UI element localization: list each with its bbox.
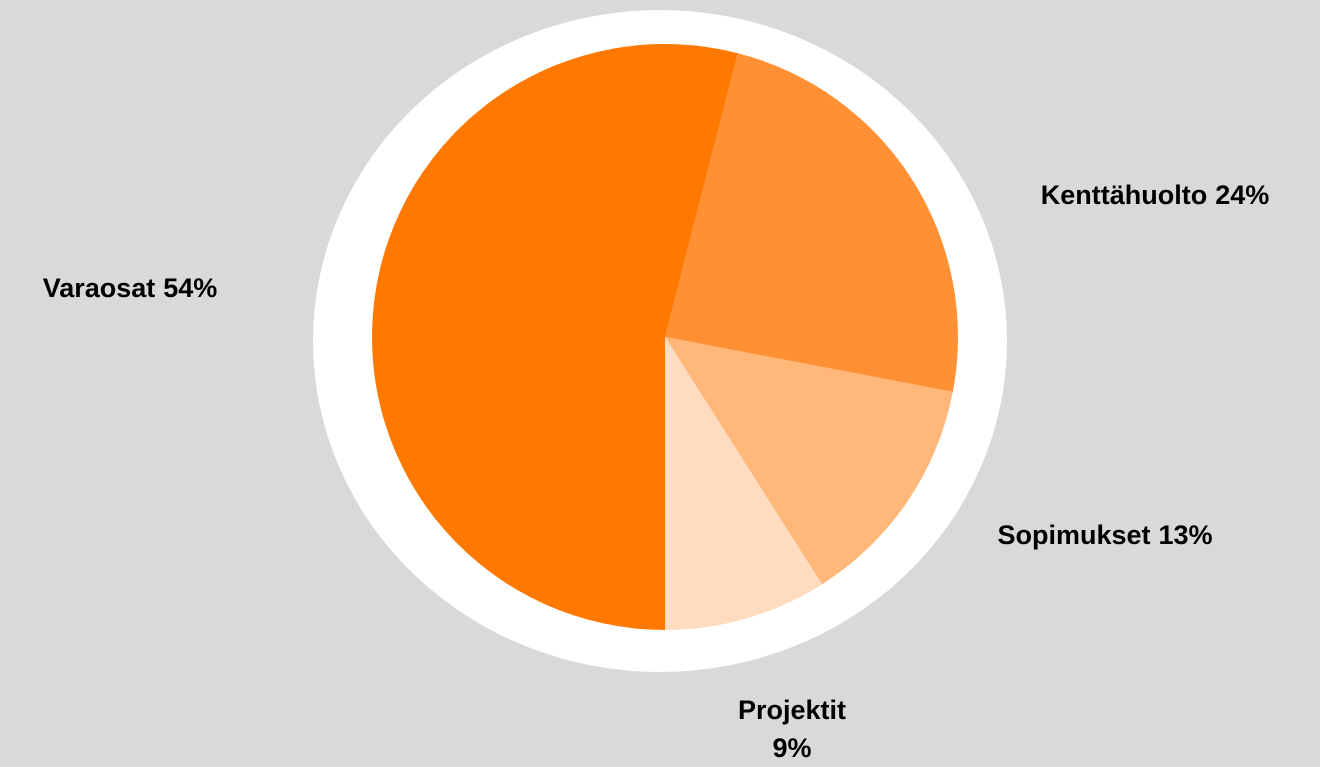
pie-slice: [372, 44, 738, 630]
slice-label-value: 24%: [1215, 180, 1269, 210]
slice-label-name: Projektit: [738, 695, 846, 725]
slice-label-value: 54%: [163, 273, 217, 303]
slice-label-value: 9%: [772, 733, 811, 763]
pie-slice: [665, 53, 958, 392]
pie-slice: [665, 337, 953, 585]
slice-label-name: Kenttähuolto: [1041, 180, 1207, 210]
pie-slice: [665, 337, 822, 630]
slice-label: Kenttähuolto 24%: [1041, 180, 1270, 210]
slice-label-value: 13%: [1159, 520, 1213, 550]
slice-label: Sopimukset 13%: [997, 520, 1212, 550]
slice-label-name: Varaosat: [43, 273, 156, 303]
slice-label: Varaosat 54%: [43, 273, 218, 303]
slice-label-name: Sopimukset: [997, 520, 1150, 550]
